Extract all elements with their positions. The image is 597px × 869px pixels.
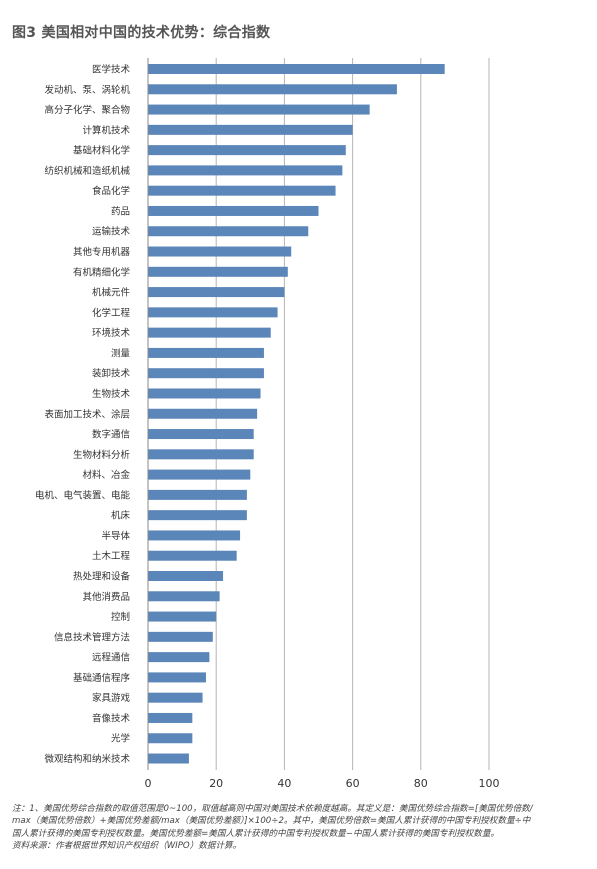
bar [148,712,193,723]
bar [148,571,224,581]
x-tick-label: 100 [479,777,500,790]
bar [148,611,217,622]
category-label: 光学 [111,733,130,745]
bar [148,145,346,156]
note-line: 国人累计获得的美国专利授权数量。美国优势差额=美国人累计获得的中国专利授权数量−… [12,828,500,839]
bar [148,550,237,561]
category-label: 装卸技术 [92,368,131,380]
category-label: 食品化学 [92,185,130,197]
bar [148,469,251,480]
category-label: 环境技术 [92,327,131,339]
bar [148,388,261,399]
category-label: 音像技术 [92,712,131,724]
category-label: 高分子化学、聚合物 [44,104,130,116]
category-label: 电机、电气装置、电能 [35,489,131,501]
category-label: 生物材料分析 [73,449,131,461]
category-label: 运输技术 [92,226,131,238]
bar [148,205,319,216]
x-tick-label: 60 [346,777,360,790]
x-tick-label: 0 [145,777,152,790]
bar [148,368,264,379]
bar [148,287,285,298]
category-label: 半导体 [101,530,130,542]
category-label: 信息技术管理方法 [54,631,130,643]
category-label: 控制 [111,611,130,623]
x-tick-label: 20 [209,777,223,790]
bar [148,246,292,257]
x-tick-label: 80 [414,777,428,790]
bar [148,753,189,764]
bar [148,591,220,602]
bar [148,124,353,135]
bar [148,327,271,338]
bar [148,84,397,95]
category-label: 基础材料化学 [73,145,130,157]
source-line: 资料来源：作者根据世界知识产权组织（WIPO）数据计算。 [12,841,242,852]
category-label: 材料、冶金 [82,469,130,481]
category-label: 纺织机械和造纸机械 [44,165,130,177]
bar [148,226,309,237]
bar [148,733,193,744]
bar [148,449,254,460]
bar [148,489,247,500]
bar [148,266,288,277]
bar [148,64,445,74]
bar [148,165,343,176]
bar [148,429,254,440]
note-line: 注：1、美国优势综合指数的取值范围是0~100，取值越高则中国对美国技术依赖度越… [12,804,533,814]
category-label: 其他消费品 [82,591,130,603]
bar-chart: 0 20 40 60 80 100 医学技术发动机、泵、涡轮机高分子化学、聚合物计算机技术基… [35,58,500,790]
category-label: 化学工程 [92,307,131,319]
category-label: 热处理和设备 [73,571,131,583]
bar [148,104,370,115]
category-label: 医学技术 [92,64,131,76]
bar [148,692,203,703]
bar [148,652,210,663]
bar [148,408,258,419]
bar [148,307,278,318]
bar [148,347,264,358]
category-label: 其他专用机器 [73,246,131,258]
category-label: 数字通信 [92,429,130,441]
note-line: max（美国优势倍数）+美国优势差额/max（美国优势差额）]×100÷2。其中… [12,816,531,827]
x-tick-label: 40 [277,777,291,790]
category-label: 机械元件 [92,287,131,299]
bar [148,185,336,196]
category-label: 表面加工技术、涂层 [44,408,130,420]
category-label: 微观结构和纳米技术 [44,753,130,765]
category-label: 发动机、泵、涡轮机 [44,84,130,96]
chart-title: 图3 美国相对中国的技术优势：综合指数 [12,25,271,41]
category-label: 机床 [111,510,131,522]
category-label: 家具游戏 [92,692,131,704]
category-label: 基础通信程序 [73,672,131,684]
category-label: 生物技术 [92,388,131,400]
category-label: 有机精细化学 [73,266,130,278]
category-label: 远程通信 [92,652,130,664]
chart-notes: 注：1、美国优势综合指数的取值范围是0~100，取值越高则中国对美国技术依赖度越… [12,803,587,853]
bar [148,530,241,541]
bar [148,631,213,642]
category-label: 土木工程 [92,550,131,562]
category-label: 计算机技术 [82,124,130,136]
bar [148,510,247,521]
bar [148,672,206,683]
category-label: 药品 [111,206,130,217]
category-label: 测量 [111,348,131,359]
